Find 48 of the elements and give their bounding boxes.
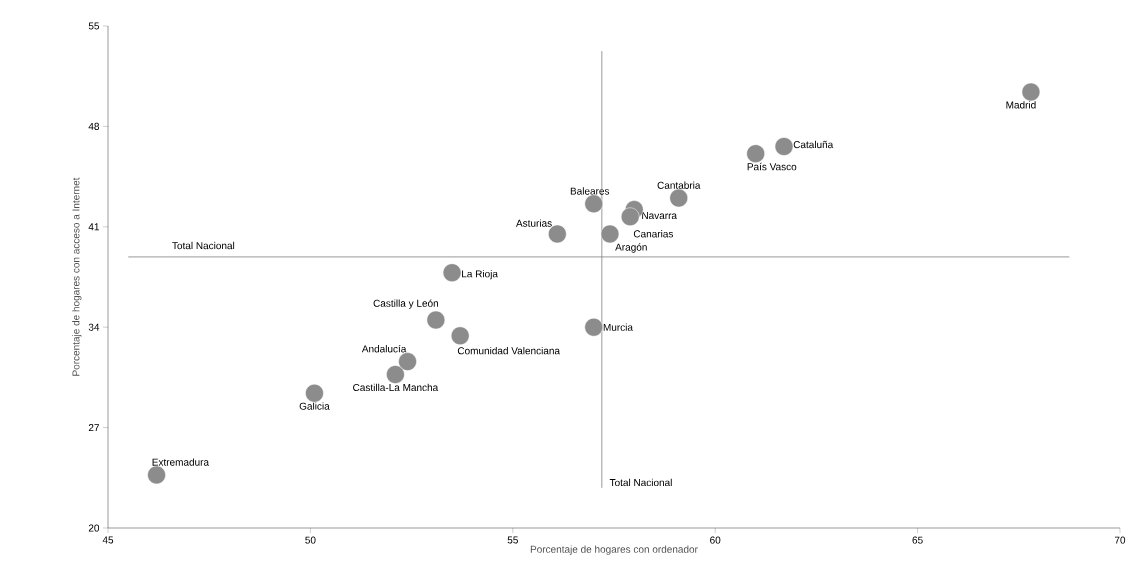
y-tick-label: 34 [88, 323, 100, 331]
point [442, 263, 462, 282]
annotation: Comunidad Valenciana [457, 347, 561, 355]
annotation: Andalucía [361, 344, 407, 353]
annotation: Castilla y León [373, 299, 439, 309]
annotation: Navarra [642, 212, 677, 220]
x-tick-label: 70 [1114, 536, 1126, 544]
y-tick-label: 55 [88, 22, 100, 30]
annotation: Madrid [1006, 101, 1036, 109]
point [600, 224, 620, 244]
annotation: Asturias [516, 219, 552, 227]
ref-line-label: Total Nacional [609, 478, 672, 487]
y-tick-label: 20 [88, 524, 100, 532]
x-tick-label: 50 [305, 536, 316, 544]
annotation: País Vasco [747, 162, 797, 171]
annotation: Murcia [603, 323, 633, 331]
annotation: Baleares [570, 187, 610, 195]
annotation: Aragón [615, 243, 647, 253]
annotation: Cataluña [793, 140, 834, 149]
point [746, 144, 765, 163]
point [669, 188, 689, 208]
ref-line-label: Total Nacional [172, 241, 235, 250]
x-axis-title: Porcentaje de hogares con ordenador [530, 545, 698, 555]
y-tick-label: 41 [88, 223, 99, 231]
annotation: Canarias [633, 230, 674, 238]
point [1021, 82, 1041, 102]
point [305, 383, 324, 403]
x-tick-label: 45 [102, 536, 114, 544]
annotation: La Rioja [462, 270, 498, 280]
annotation: Castilla-La Mancha [353, 383, 439, 392]
point [386, 365, 405, 384]
point [398, 352, 417, 371]
point [584, 194, 603, 214]
annotation: Galicia [299, 402, 330, 410]
annotation: Extremadura [152, 458, 210, 466]
annotation: Cantabria [657, 181, 701, 189]
y-tick-label: 27 [88, 424, 99, 432]
x-tick-label: 65 [912, 536, 923, 544]
point [147, 465, 166, 485]
x-tick-label: 60 [710, 536, 721, 544]
point [620, 207, 640, 227]
point [450, 326, 470, 346]
point [774, 137, 794, 156]
y-tick-label: 48 [88, 122, 100, 130]
point [584, 317, 603, 337]
x-tick-label: 55 [507, 536, 518, 544]
y-axis-title: Porcentaje de hogares con acceso a Internet [72, 177, 82, 376]
point [426, 310, 446, 330]
